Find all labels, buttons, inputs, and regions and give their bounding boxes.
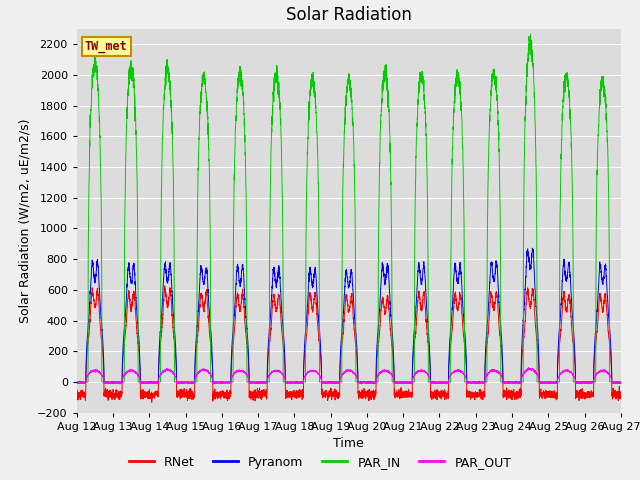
RNet bbox=[441, 387, 449, 393]
PAR_IN bbox=[502, 379, 509, 385]
PAR_IN bbox=[471, 379, 479, 385]
PAR_OUT bbox=[329, 380, 337, 386]
PAR_OUT bbox=[502, 380, 509, 385]
Line: RNet: RNet bbox=[77, 286, 621, 402]
Pyranom bbox=[74, 379, 81, 385]
RNet bbox=[171, 343, 179, 348]
RNet bbox=[329, 392, 337, 398]
Line: PAR_IN: PAR_IN bbox=[77, 34, 621, 382]
Pyranom bbox=[502, 379, 509, 385]
Line: Pyranom: Pyranom bbox=[77, 248, 621, 382]
RNet bbox=[502, 392, 509, 398]
Pyranom bbox=[73, 379, 81, 385]
Y-axis label: Solar Radiation (W/m2, uE/m2/s): Solar Radiation (W/m2, uE/m2/s) bbox=[19, 119, 32, 323]
RNet bbox=[73, 392, 81, 398]
Text: TW_met: TW_met bbox=[85, 40, 128, 53]
X-axis label: Time: Time bbox=[333, 437, 364, 450]
PAR_OUT bbox=[616, 380, 624, 386]
PAR_IN bbox=[527, 31, 534, 37]
Title: Solar Radiation: Solar Radiation bbox=[286, 6, 412, 24]
RNet bbox=[616, 392, 624, 398]
Line: PAR_OUT: PAR_OUT bbox=[77, 368, 621, 384]
Pyranom bbox=[329, 379, 337, 385]
PAR_IN bbox=[73, 379, 81, 385]
Pyranom bbox=[441, 379, 449, 385]
Pyranom bbox=[471, 379, 479, 385]
RNet bbox=[161, 283, 168, 289]
Pyranom bbox=[617, 379, 625, 384]
PAR_OUT bbox=[471, 380, 479, 386]
Pyranom bbox=[171, 329, 179, 335]
PAR_IN bbox=[440, 379, 448, 385]
RNet bbox=[617, 393, 625, 398]
PAR_IN bbox=[616, 379, 624, 385]
PAR_IN bbox=[617, 379, 625, 385]
Pyranom bbox=[529, 245, 536, 251]
PAR_OUT bbox=[617, 380, 625, 386]
PAR_OUT bbox=[525, 365, 532, 371]
PAR_OUT bbox=[171, 372, 179, 378]
PAR_OUT bbox=[116, 381, 124, 387]
PAR_OUT bbox=[73, 380, 81, 386]
PAR_IN bbox=[171, 379, 179, 385]
PAR_OUT bbox=[441, 380, 449, 385]
Pyranom bbox=[616, 379, 624, 385]
PAR_IN bbox=[328, 379, 336, 385]
RNet bbox=[471, 397, 479, 403]
Legend: RNet, Pyranom, PAR_IN, PAR_OUT: RNet, Pyranom, PAR_IN, PAR_OUT bbox=[124, 451, 516, 474]
RNet bbox=[148, 399, 156, 405]
